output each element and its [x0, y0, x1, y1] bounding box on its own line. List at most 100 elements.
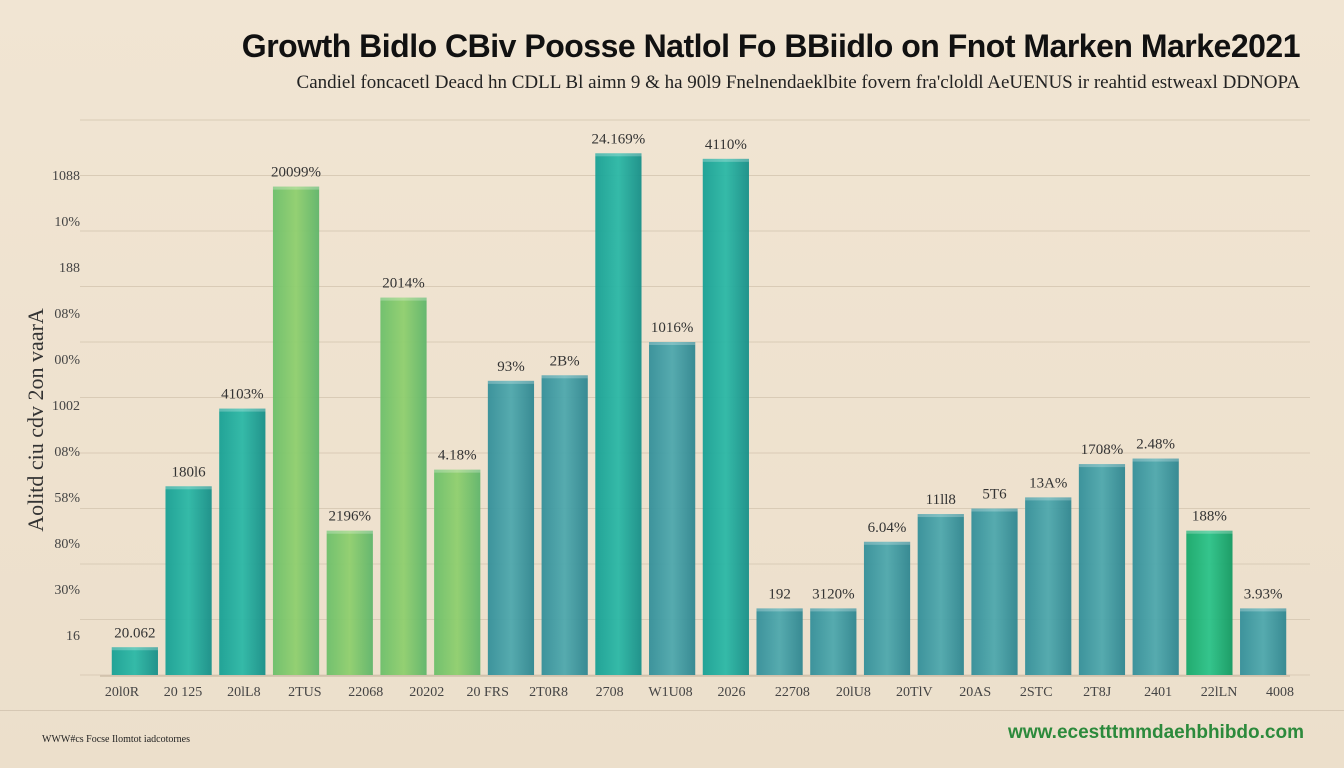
y-axis-ticks: 1088 10% 188 08% 00% 1002 08% 58% 80% 30% 16	[52, 169, 80, 644]
bar	[1186, 530, 1233, 675]
y-tick-label: 10%	[54, 215, 80, 230]
bars	[100, 153, 1290, 677]
bar	[272, 186, 320, 675]
bar-highlight	[487, 380, 535, 384]
bar	[702, 158, 749, 676]
y-tick-label: 80%	[54, 537, 80, 552]
bar	[541, 375, 588, 675]
bar-value-label: 180l6	[172, 464, 207, 480]
bar-highlight	[380, 297, 427, 301]
y-tick-label: 188	[59, 261, 80, 276]
x-axis-ticks: 20l0R 20 125 20lL8 2TUS 22068 20202 20 FRS 2T0R…	[105, 685, 1294, 700]
bar-highlight	[1186, 530, 1233, 534]
x-tick-label: 20 FRS	[466, 685, 508, 700]
bar-value-label: 1708%	[1081, 442, 1124, 458]
data-labels: 20.062 180l6 4103% 20099% 2196% 2014% 4.18% 93%…	[114, 131, 1282, 641]
x-tick-label: 22068	[348, 685, 383, 700]
bar-value-label: 24.169%	[592, 131, 646, 147]
bar-highlight	[1078, 464, 1126, 468]
x-tick-label: W1U08	[648, 685, 692, 700]
bar-highlight	[541, 375, 588, 379]
bar-value-label: 13A%	[1029, 475, 1067, 491]
bar-value-label: 11ll8	[926, 492, 956, 508]
bar-highlight	[810, 608, 857, 612]
bar-value-label: 2196%	[329, 509, 372, 525]
chart-subtitle: Candiel foncacetl Deacd hn CDLL Bl aimn …	[296, 72, 1300, 93]
bar	[863, 541, 911, 675]
bar	[756, 608, 803, 675]
bar-highlight	[111, 647, 158, 651]
x-tick-label: 2T8J	[1083, 685, 1112, 700]
bar	[810, 608, 857, 675]
bar-value-label: 192	[768, 586, 791, 602]
y-tick-label: 16	[66, 629, 80, 644]
bar	[917, 514, 964, 675]
x-tick-label: 2401	[1144, 685, 1172, 700]
bar-highlight	[219, 408, 266, 412]
bar-highlight	[756, 608, 803, 612]
y-tick-label: 08%	[54, 307, 80, 322]
bar-value-label: 188%	[1192, 509, 1227, 525]
bar-value-label: 2B%	[550, 353, 580, 369]
bar-highlight	[649, 342, 696, 345]
bar	[649, 342, 696, 675]
y-tick-label: 1002	[52, 399, 80, 414]
bar-highlight	[971, 508, 1018, 512]
bar	[219, 408, 266, 675]
bar-highlight	[917, 514, 964, 518]
footer-website-link[interactable]: www.ecestttmmdaehbhibdo.com	[1008, 722, 1304, 743]
bar-value-label: 2014%	[382, 276, 425, 292]
chart-title: Growth Bidlo CBiv Poosse Natlol Fo BBiid…	[241, 28, 1301, 64]
y-tick-label: 58%	[54, 491, 80, 506]
footer-divider	[0, 710, 1344, 711]
bar-highlight	[595, 153, 642, 157]
bar	[434, 469, 481, 675]
x-tick-label: 2T0R8	[529, 685, 568, 700]
bar-highlight	[1240, 608, 1287, 612]
bar-highlight	[702, 158, 749, 162]
bar	[1132, 458, 1179, 675]
bar	[1240, 608, 1287, 675]
x-tick-label: 20202	[409, 685, 444, 700]
bar-highlight	[165, 486, 212, 490]
bar	[971, 508, 1018, 675]
bar-highlight	[272, 186, 320, 190]
bar-highlight	[1025, 497, 1072, 501]
y-tick-label: 30%	[54, 583, 80, 598]
bar	[487, 380, 535, 675]
bar-value-label: 2.48%	[1136, 437, 1175, 453]
x-tick-label: 2STC	[1020, 685, 1053, 700]
bar-value-label: 20.062	[114, 625, 155, 641]
bar	[111, 647, 158, 675]
bar-value-label: 4.18%	[438, 448, 477, 464]
bar	[1078, 464, 1126, 675]
x-tick-label: 20l0R	[105, 685, 140, 700]
x-tick-label: 20 125	[164, 685, 203, 700]
x-tick-label: 2026	[717, 685, 745, 700]
bar	[380, 297, 427, 675]
x-tick-label: 20TlV	[896, 685, 933, 700]
y-tick-label: 1088	[52, 169, 80, 184]
bar-highlight	[326, 530, 373, 534]
bar-value-label: 5T6	[982, 487, 1007, 503]
bar	[165, 486, 212, 675]
bar-highlight	[863, 541, 911, 545]
bar	[326, 530, 373, 675]
x-tick-label: 20lL8	[227, 685, 260, 700]
x-tick-label: 4008	[1266, 685, 1294, 700]
bar-highlight	[434, 469, 481, 473]
bar-value-label: 93%	[497, 359, 525, 375]
y-axis-label: Aolitd ciu cdv 2on vaarA	[23, 308, 48, 532]
bar-value-label: 3.93%	[1244, 586, 1283, 602]
bar-value-label: 3120%	[812, 586, 855, 602]
bar-value-label: 1016%	[651, 320, 694, 336]
bar-value-label: 4103%	[221, 387, 264, 403]
x-tick-label: 2TUS	[288, 685, 321, 700]
bar	[1025, 497, 1072, 675]
footer-source-text: WWW#cs Focse Ilomtot iadcotornes	[42, 734, 191, 745]
bar-highlight	[1132, 458, 1179, 462]
y-tick-label: 08%	[54, 445, 80, 460]
x-tick-label: 20AS	[959, 685, 991, 700]
